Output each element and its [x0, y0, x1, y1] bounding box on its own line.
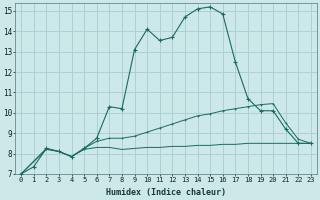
X-axis label: Humidex (Indice chaleur): Humidex (Indice chaleur): [106, 188, 226, 197]
